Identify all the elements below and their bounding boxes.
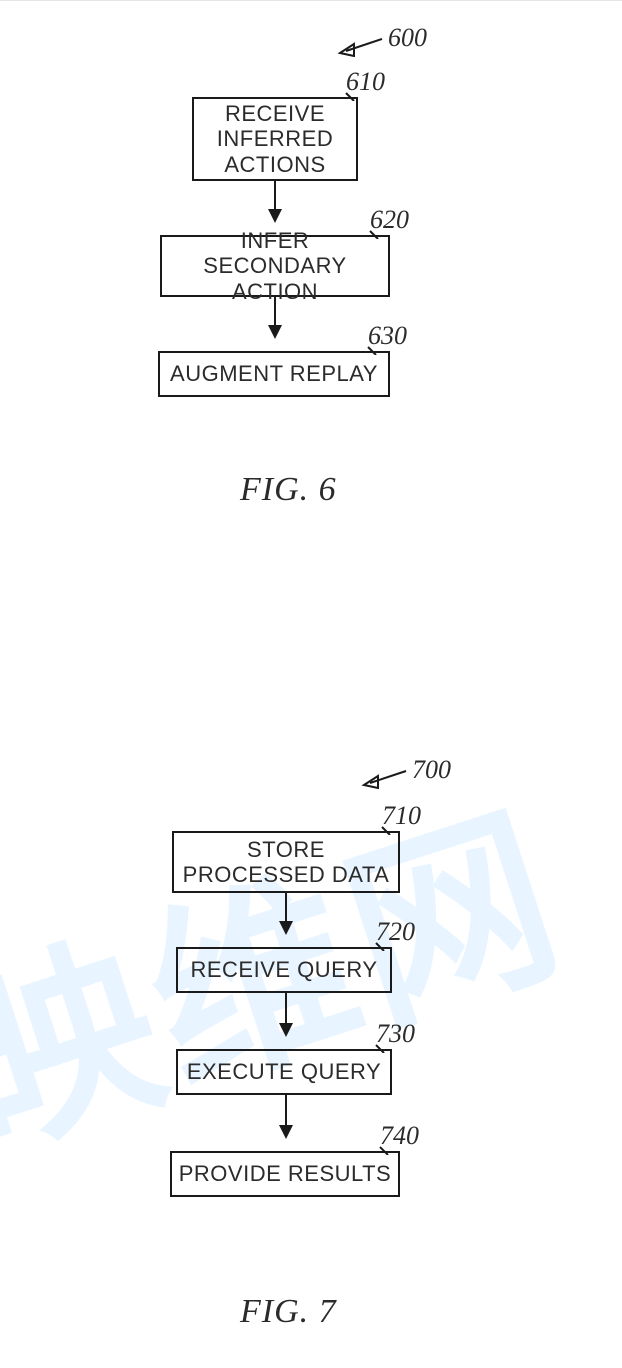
fig6-arrow-2 [274,297,276,337]
fig7-node-730: EXECUTE QUERY [176,1049,392,1095]
fig7-node-720: RECEIVE QUERY [176,947,392,993]
fig7-lead-label: 700 [412,755,451,785]
fig6-lead-label: 600 [388,23,427,53]
fig6-caption: FIG. 6 [240,471,337,509]
fig7-node-710: STOREPROCESSED DATA [172,831,400,893]
fig7-arrow-2 [285,993,287,1035]
page: N 映维网 600 610 RECEIVEINFERREDACTIONS 620… [0,0,622,1368]
fig6-node-630: AUGMENT REPLAY [158,351,390,397]
fig6-node-620: INFER SECONDARYACTION [160,235,390,297]
fig7-lead-arrow [356,759,414,789]
fig7-arrow-3 [285,1095,287,1137]
fig6-arrow-1 [274,181,276,221]
fig7-node-740: PROVIDE RESULTS [170,1151,400,1197]
fig7-caption: FIG. 7 [240,1293,337,1331]
fig6-lead-arrow [332,27,390,57]
fig7-arrow-1 [285,893,287,933]
fig6-node-610: RECEIVEINFERREDACTIONS [192,97,358,181]
